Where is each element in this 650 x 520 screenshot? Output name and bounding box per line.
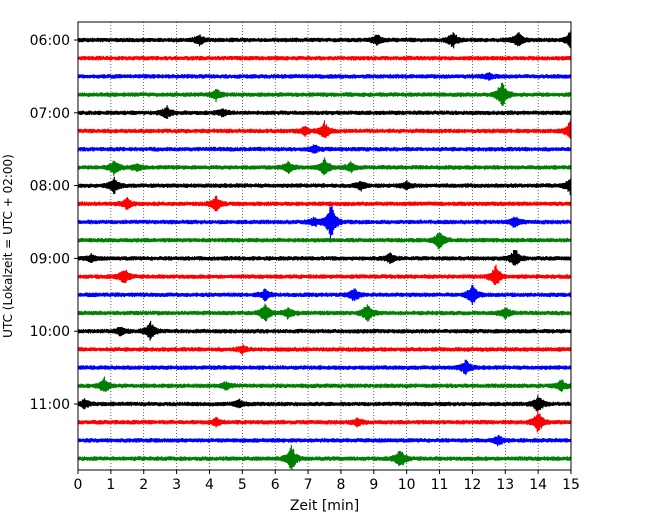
x-tick-label: 9 (369, 477, 378, 493)
seismic-trace (77, 71, 572, 81)
seismic-trace (77, 30, 572, 49)
x-tick-label: 2 (139, 477, 148, 493)
seismic-trace (77, 232, 572, 250)
seismic-trace (77, 435, 572, 447)
x-tick-label: 4 (205, 477, 214, 493)
seismic-trace (77, 157, 572, 176)
x-tick-label: 10 (398, 477, 416, 493)
seismic-trace (77, 105, 572, 119)
x-tick-label: 3 (172, 477, 181, 493)
x-tick-label: 8 (336, 477, 345, 493)
seismic-trace (77, 395, 572, 412)
seismic-trace (77, 55, 572, 61)
x-tick-label: 5 (238, 477, 247, 493)
seismic-trace (77, 303, 572, 322)
y-tick-label: 10:00 (30, 324, 70, 340)
x-tick-label: 12 (463, 477, 481, 493)
seismic-trace (77, 359, 572, 376)
y-tick-label: 06:00 (30, 33, 70, 49)
x-tick-label: 6 (271, 477, 280, 493)
y-tick-label: 11:00 (30, 397, 70, 413)
x-tick-label: 13 (496, 477, 514, 493)
seismic-trace (77, 320, 572, 341)
x-axis-label: Zeit [min] (290, 498, 359, 514)
x-tick-label: 7 (304, 477, 313, 493)
x-tick-label: 11 (431, 477, 449, 493)
traces (77, 30, 572, 471)
plot-frame (77, 21, 572, 471)
seismic-trace (77, 284, 572, 306)
seismic-trace (77, 444, 572, 471)
seismic-trace (77, 195, 572, 212)
y-tick-label: 07:00 (30, 106, 70, 122)
x-tick-label: 0 (74, 477, 83, 493)
seismic-trace (77, 205, 572, 239)
x-ticks: 0 1 2 3 4 5 6 7 8 9 10 11 12 13 14 15 (74, 470, 580, 493)
x-tick-label: 15 (562, 477, 580, 493)
x-tick-label: 14 (529, 477, 547, 493)
seismic-trace (77, 250, 572, 266)
seismic-trace (77, 410, 572, 433)
seismic-trace (77, 82, 572, 106)
x-tick-label: 1 (106, 477, 115, 493)
y-tick-label: 09:00 (30, 251, 70, 267)
seismic-trace (77, 344, 572, 355)
y-ticks: 06:00 07:00 08:00 09:00 10:00 11:00 (30, 33, 78, 413)
y-axis-label: UTC (Lokalzeit = UTC + 02:00) (1, 154, 15, 338)
seismic-trace (77, 118, 572, 140)
y-tick-label: 08:00 (30, 179, 70, 195)
seismic-trace (77, 264, 572, 286)
seismic-trace (77, 144, 572, 154)
seismic-trace (77, 176, 572, 196)
seismic-trace (77, 376, 572, 393)
